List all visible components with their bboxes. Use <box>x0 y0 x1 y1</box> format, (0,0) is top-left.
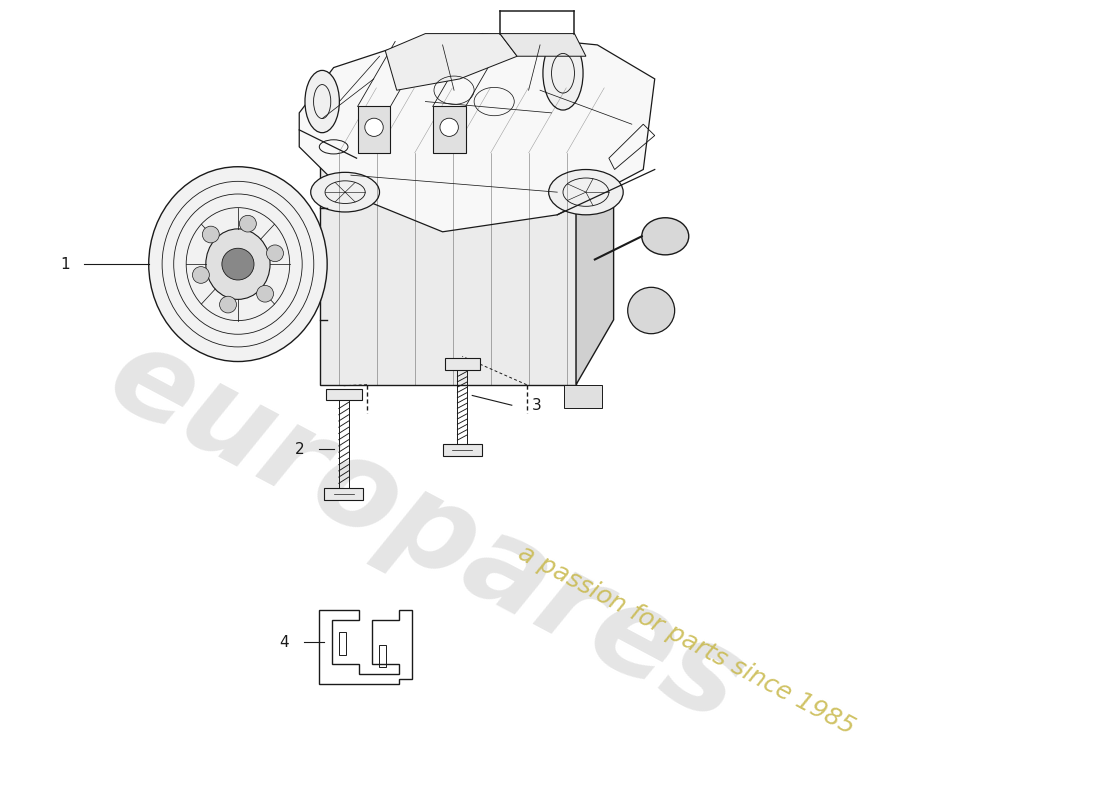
Bar <box>320 153 576 385</box>
Bar <box>432 106 465 153</box>
Bar <box>358 106 390 153</box>
Bar <box>444 358 481 370</box>
Text: a passion for parts since 1985: a passion for parts since 1985 <box>515 542 859 740</box>
Circle shape <box>222 248 254 280</box>
Circle shape <box>440 118 459 136</box>
Ellipse shape <box>148 166 327 362</box>
Ellipse shape <box>310 172 380 212</box>
Polygon shape <box>576 88 614 385</box>
Bar <box>378 645 386 667</box>
Circle shape <box>266 245 284 262</box>
Text: 4: 4 <box>279 635 289 650</box>
Bar <box>324 488 363 500</box>
Ellipse shape <box>206 229 271 299</box>
Ellipse shape <box>641 218 689 255</box>
Bar <box>442 444 482 456</box>
Polygon shape <box>299 34 654 232</box>
Text: 3: 3 <box>531 398 541 413</box>
Circle shape <box>202 226 219 243</box>
Circle shape <box>365 118 383 136</box>
Text: 2: 2 <box>295 442 305 457</box>
Circle shape <box>628 287 674 334</box>
Bar <box>564 385 602 408</box>
Text: europares: europares <box>89 315 762 747</box>
Ellipse shape <box>305 70 340 133</box>
Polygon shape <box>499 34 586 56</box>
Polygon shape <box>320 88 614 153</box>
Ellipse shape <box>549 170 624 215</box>
Bar <box>326 389 362 400</box>
Circle shape <box>220 296 236 313</box>
Circle shape <box>256 286 274 302</box>
Ellipse shape <box>543 37 583 110</box>
Polygon shape <box>385 34 517 90</box>
Circle shape <box>192 266 209 283</box>
Circle shape <box>240 215 256 232</box>
Bar <box>339 633 345 654</box>
Text: 1: 1 <box>60 257 69 272</box>
